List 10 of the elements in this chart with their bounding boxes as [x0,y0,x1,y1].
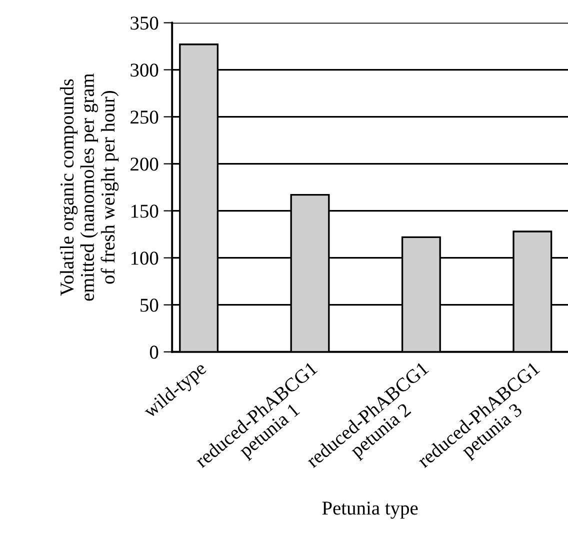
y-tick-label: 100 [131,252,158,265]
y-tick-label: 150 [131,204,158,218]
y-tick-label: 200 [130,158,158,171]
y-tick-label: 250 [130,110,158,124]
y-axis-title: Volatile organic compounds emitted (nanomoles per gram of fresh weight per hour) [60,73,119,301]
y-tick-label: 50 [140,298,158,312]
y-tick-label: 0 [150,346,158,359]
x-axis-title: Petunia type [322,502,418,519]
y-tick-label: 300 [130,64,158,77]
y-tick-label: 350 [130,16,158,30]
